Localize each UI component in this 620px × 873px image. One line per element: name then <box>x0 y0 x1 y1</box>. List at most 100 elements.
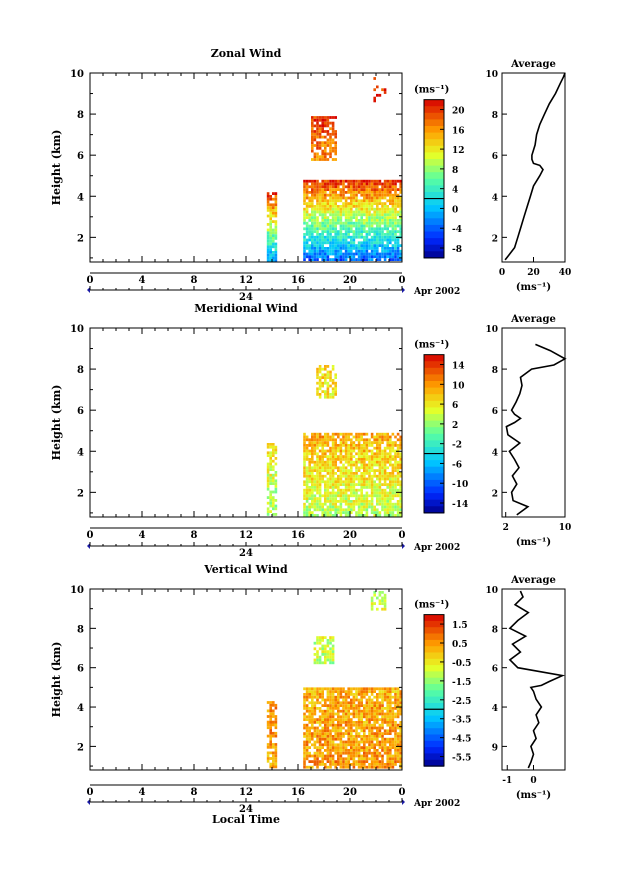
heatmap-cell-2 <box>308 726 311 730</box>
heatmap-cell-3 <box>334 390 337 393</box>
heatmap-cell-2 <box>376 224 379 228</box>
heatmap-cell-2 <box>337 458 340 461</box>
heatmap-cell-3 <box>331 127 335 131</box>
heatmap-cell-2 <box>334 205 337 208</box>
heatmap-cell-2 <box>318 455 322 458</box>
heatmap-cell-2 <box>326 449 330 453</box>
heatmap-cell-2 <box>391 765 395 769</box>
heatmap-cell-2 <box>334 505 337 509</box>
heatmap-cell-2 <box>316 463 319 467</box>
heatmap-cell-2 <box>373 763 376 766</box>
heatmap-cell-2 <box>394 751 397 755</box>
heatmap-cell-2 <box>383 247 387 250</box>
heatmap-cell-2 <box>373 241 376 245</box>
heatmap-cell-2 <box>376 500 379 503</box>
heatmap-cell-2 <box>381 760 384 763</box>
colorbar-swatch <box>424 453 444 461</box>
heatmap-cell-2 <box>389 701 392 705</box>
heatmap-cell-2 <box>363 486 366 489</box>
heatmap-cell-2 <box>368 751 371 755</box>
heatmap-cell-2 <box>357 199 361 203</box>
heatmap-cell-3 <box>318 135 322 139</box>
heatmap-cell-2 <box>331 749 335 752</box>
heatmap-cell-2 <box>305 500 309 503</box>
heatmap-cell-2 <box>394 235 397 239</box>
heatmap-cell-2 <box>394 505 397 509</box>
heatmap-cell-2 <box>339 511 343 514</box>
heatmap-cell-2 <box>311 185 314 189</box>
heatmap-cell-2 <box>389 199 392 203</box>
heatmap-cell-2 <box>350 754 353 758</box>
heatmap-cell-3 <box>316 155 319 159</box>
heatmap-cell-3 <box>329 116 332 119</box>
heatmap-cell-2 <box>321 216 324 219</box>
heatmap-cell-2 <box>324 704 327 707</box>
heatmap-cell-2 <box>381 763 384 766</box>
heatmap-cell-2 <box>386 252 389 256</box>
heatmap-cell-2 <box>331 704 335 707</box>
heatmap-cell-2 <box>337 258 340 261</box>
heatmap-cell-2 <box>305 472 309 475</box>
heatmap-cell-2 <box>324 718 327 721</box>
heatmap-cell-2 <box>313 740 317 744</box>
heatmap-cell-3 <box>326 373 330 377</box>
heatmap-cell-1 <box>269 473 272 477</box>
heatmap-cell-2 <box>350 726 353 730</box>
heatmap-cell-2 <box>347 472 350 475</box>
heatmap-cell-2 <box>376 749 379 752</box>
heatmap-cell-3 <box>321 135 324 139</box>
heatmap-cell-2 <box>316 179 319 183</box>
heatmap-cell-2 <box>378 463 382 467</box>
heatmap-cell-2 <box>324 241 327 245</box>
heatmap-cell-2 <box>339 491 343 495</box>
heatmap-cell-3 <box>331 636 335 639</box>
heatmap-cell-2 <box>316 219 319 222</box>
heatmap-cell-2 <box>308 480 311 484</box>
heatmap-cell-2 <box>331 452 335 456</box>
heatmap-cell-2 <box>329 502 332 506</box>
heatmap-cell-2 <box>370 185 374 189</box>
heatmap-cell-2 <box>391 235 395 239</box>
heatmap-cell-2 <box>339 740 343 744</box>
heatmap-cell-2 <box>326 205 330 208</box>
heatmap-cell-2 <box>368 726 371 730</box>
heatmap-cell-2 <box>344 460 348 464</box>
heatmap-cell-2 <box>363 715 366 719</box>
heatmap-cell-2 <box>344 749 348 752</box>
heatmap-cell-2 <box>311 695 314 699</box>
heatmap-cell-2 <box>344 252 348 256</box>
heatmap-cell-2 <box>352 723 356 727</box>
heatmap-cell-2 <box>394 760 397 763</box>
heatmap-cell-2 <box>329 763 332 766</box>
heatmap-cell-3 <box>311 127 314 131</box>
heatmap-cell-1 <box>272 465 275 469</box>
heatmap-cell-2 <box>370 449 374 453</box>
heatmap-cell-2 <box>321 452 324 456</box>
heatmap-cell-2 <box>360 477 363 481</box>
heatmap-cell-2 <box>316 438 319 442</box>
heatmap-cell-3 <box>334 132 337 136</box>
heatmap-cell-2 <box>311 466 314 470</box>
heatmap-cell-2 <box>394 469 397 472</box>
heatmap-cell-4 <box>381 596 384 600</box>
heatmap-cell-1 <box>266 715 270 718</box>
heatmap-cell-1 <box>266 496 270 499</box>
heatmap-cell-2 <box>311 687 314 691</box>
heatmap-cell-2 <box>303 207 306 211</box>
heatmap-cell-2 <box>368 763 371 766</box>
heatmap-cell-1 <box>272 239 275 243</box>
heatmap-cell-2 <box>394 483 397 486</box>
heatmap-cell-2 <box>365 202 369 205</box>
heatmap-cell-2 <box>329 185 332 189</box>
heatmap-cell-2 <box>337 252 340 256</box>
average-y-tick-label: 8 <box>492 625 498 635</box>
heatmap-cell-1 <box>269 443 272 446</box>
heatmap-cell-2 <box>373 221 376 225</box>
heatmap-cell-2 <box>381 502 384 506</box>
colorbar-swatch <box>424 460 444 468</box>
heatmap-cell-2 <box>355 472 358 475</box>
heatmap-cell-2 <box>376 743 379 747</box>
heatmap-cell-2 <box>344 486 348 489</box>
heatmap-cell-2 <box>324 749 327 752</box>
heatmap-cell-2 <box>391 760 395 763</box>
